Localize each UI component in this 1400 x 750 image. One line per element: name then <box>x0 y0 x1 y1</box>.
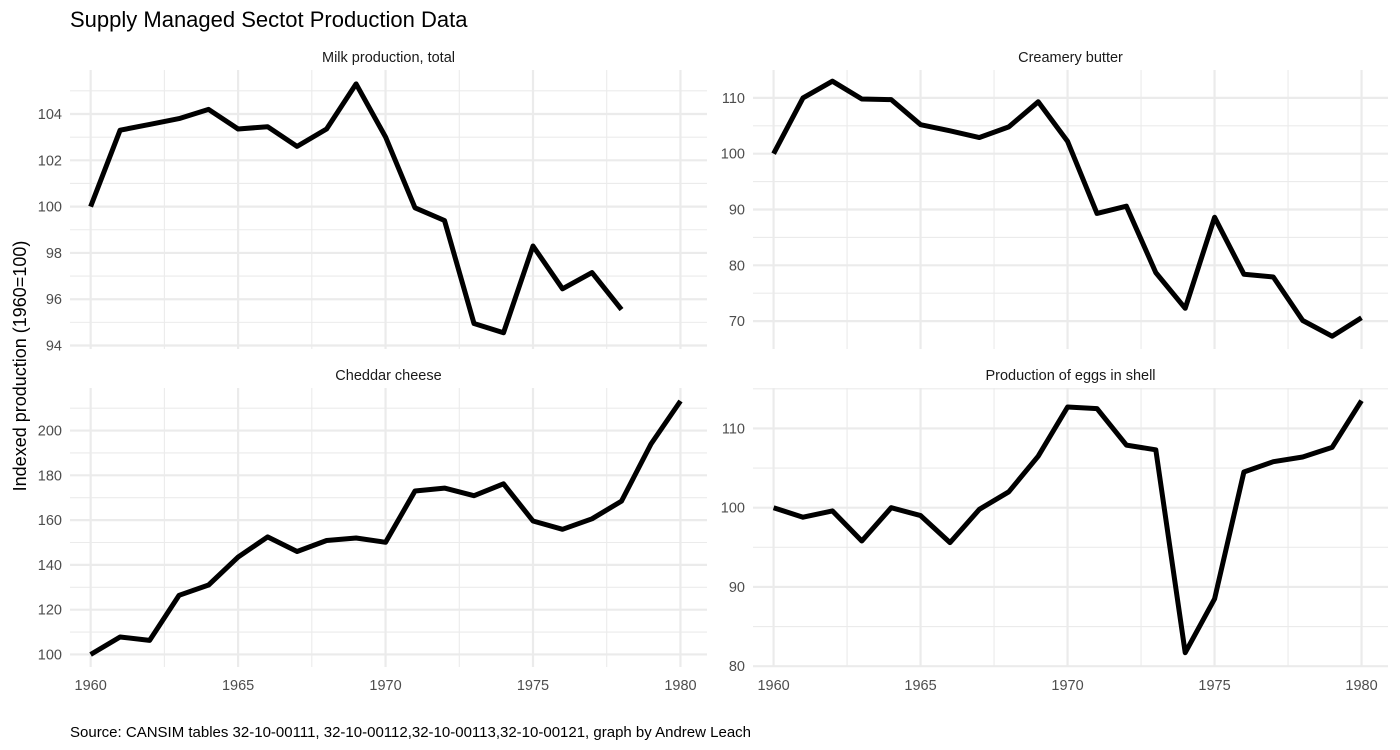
y-tick-label: 100 <box>38 200 62 216</box>
x-tick-label: 1980 <box>664 678 696 694</box>
x-tick-label: 1980 <box>1345 678 1377 694</box>
y-tick-label: 70 <box>729 314 745 330</box>
panel-2: Creamery butter 70 80 90 100 110 <box>721 50 1388 349</box>
x-tick-label: 1965 <box>222 678 254 694</box>
source-caption: Source: CANSIM tables 32-10-00111, 32-10… <box>70 724 751 741</box>
panel-title: Milk production, total <box>322 50 455 66</box>
chart-title: Supply Managed Sectot Production Data <box>70 7 468 32</box>
panels: Milk production, total 94 96 98 100 102 104 Cre… <box>38 50 1388 694</box>
y-tick-label: 98 <box>46 246 62 262</box>
x-tick-label: 1960 <box>75 678 107 694</box>
series-line <box>89 399 683 657</box>
panel-title: Creamery butter <box>1018 50 1123 66</box>
series-line <box>88 81 624 336</box>
x-tick-label: 1970 <box>1051 678 1083 694</box>
panel-title: Production of eggs in shell <box>985 368 1155 384</box>
panel-3: Cheddar cheese 100 120 140 160 180 200 1960 1965… <box>38 368 707 694</box>
y-tick-label: 80 <box>729 659 745 675</box>
y-tick-label: 100 <box>38 647 62 663</box>
series-line <box>772 399 1364 656</box>
series-line <box>771 78 1363 339</box>
y-tick-label: 90 <box>729 580 745 596</box>
x-tick-label: 1965 <box>904 678 936 694</box>
y-tick-label: 180 <box>38 468 62 484</box>
panel-title: Cheddar cheese <box>335 368 441 384</box>
y-tick-label: 100 <box>721 147 745 163</box>
y-tick-label: 200 <box>38 424 62 440</box>
y-tick-label: 104 <box>38 107 62 123</box>
y-tick-label: 120 <box>38 603 62 619</box>
y-tick-label: 94 <box>46 339 62 355</box>
x-tick-label: 1960 <box>757 678 789 694</box>
y-tick-label: 90 <box>729 203 745 219</box>
y-axis-label: Indexed production (1960=100) <box>10 241 30 492</box>
x-tick-label: 1975 <box>517 678 549 694</box>
y-tick-label: 110 <box>722 421 745 437</box>
panel-1: Milk production, total 94 96 98 100 102 104 <box>38 50 707 355</box>
x-tick-label: 1970 <box>369 678 401 694</box>
y-tick-label: 110 <box>722 91 745 107</box>
y-tick-label: 140 <box>38 558 62 574</box>
y-tick-label: 100 <box>721 501 745 517</box>
y-tick-label: 160 <box>38 513 62 529</box>
y-tick-label: 80 <box>729 258 745 274</box>
panel-4: Production of eggs in shell 80 90 100 110 196… <box>721 368 1388 694</box>
y-tick-label: 102 <box>38 153 62 169</box>
y-tick-label: 96 <box>46 292 62 308</box>
x-tick-label: 1975 <box>1198 678 1230 694</box>
